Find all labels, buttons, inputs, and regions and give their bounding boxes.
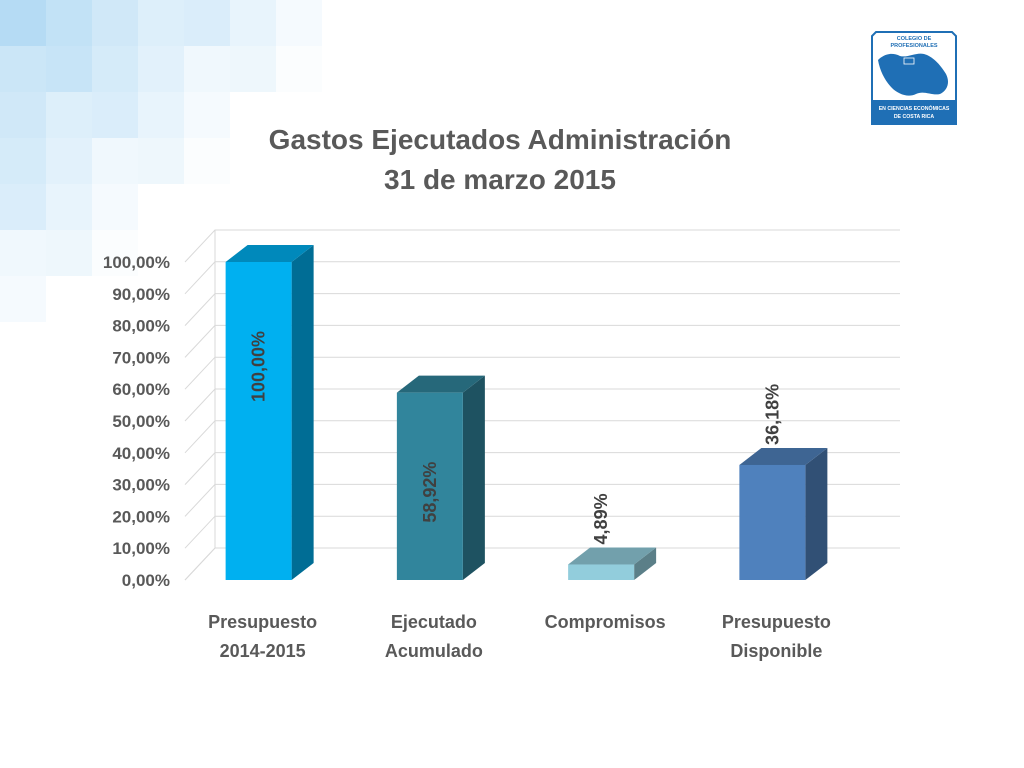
decorative-tile <box>46 46 92 92</box>
decorative-tile <box>46 184 92 230</box>
x-category-label: Presupuesto <box>722 612 831 632</box>
gridlines <box>184 229 900 581</box>
bar-side <box>634 547 657 580</box>
data-label: 36,18% <box>762 384 782 445</box>
chart-title: Gastos Ejecutados Administración <box>268 124 732 155</box>
decorative-tile <box>46 92 92 138</box>
bar-front <box>739 464 806 580</box>
bar-side <box>462 375 485 580</box>
decorative-tile <box>0 276 46 322</box>
decorative-tile <box>138 92 184 138</box>
y-tick-label: 60,00% <box>112 380 170 399</box>
y-tick-label: 20,00% <box>112 507 170 526</box>
decorative-tile <box>138 0 184 46</box>
decorative-tile <box>230 0 276 46</box>
bars: 100,00% 58,92% 4,89% 36,18% <box>225 245 828 580</box>
y-tick-label: 0,00% <box>122 571 170 590</box>
gridline <box>184 420 900 454</box>
bar-top <box>396 375 485 393</box>
decorative-tile <box>138 46 184 92</box>
gridline <box>184 324 900 358</box>
x-category-label: Disponible <box>730 641 822 661</box>
decorative-tile <box>92 184 138 230</box>
data-label: 58,92% <box>420 462 440 523</box>
logo-line2: PROFESIONALES <box>890 43 937 49</box>
gridline <box>184 388 900 422</box>
bar-front <box>568 564 635 580</box>
decorative-tile <box>230 46 276 92</box>
bar-front <box>225 262 292 580</box>
bar-side <box>291 245 314 580</box>
y-tick-label: 100,00% <box>103 253 170 272</box>
decorative-tile-pattern <box>0 0 330 330</box>
decorative-tile <box>46 0 92 46</box>
decorative-tile <box>0 230 46 276</box>
gridline <box>184 515 900 549</box>
bar-4: 36,18% <box>739 384 828 580</box>
y-tick-label: 70,00% <box>112 348 170 367</box>
x-category-label: Acumulado <box>385 641 483 661</box>
gridline <box>184 229 900 263</box>
decorative-tile <box>46 138 92 184</box>
decorative-tile <box>46 230 92 276</box>
y-tick-label: 80,00% <box>112 317 170 336</box>
y-tick-label: 50,00% <box>112 412 170 431</box>
decorative-tile <box>0 138 46 184</box>
x-category-label: Compromisos <box>545 612 666 632</box>
gridline <box>184 547 900 581</box>
y-tick-label: 10,00% <box>112 539 170 558</box>
gridline <box>184 483 900 517</box>
gridline <box>184 293 900 326</box>
x-category-label: 2014-2015 <box>220 641 306 661</box>
bar-top <box>225 245 314 262</box>
chart-subtitle: 31 de marzo 2015 <box>384 164 616 195</box>
decorative-tile <box>184 46 230 92</box>
decorative-tile <box>92 46 138 92</box>
decorative-tile <box>0 0 46 46</box>
bar-top <box>739 447 828 465</box>
decorative-tile <box>92 0 138 46</box>
logo-line3: EN CIENCIAS ECONÓMICAS <box>879 104 950 112</box>
decorative-tile <box>0 184 46 230</box>
decorative-tile <box>138 138 184 184</box>
costa-rica-map-icon <box>878 53 948 96</box>
decorative-tile <box>92 92 138 138</box>
gridline <box>184 356 900 390</box>
decorative-tile <box>0 92 46 138</box>
gridline <box>184 452 900 485</box>
y-tick-label: 90,00% <box>112 285 170 304</box>
x-axis-categories: Presupuesto 2014-2015 Ejecutado Acumulado Co… <box>208 612 831 661</box>
bar-front <box>396 392 463 580</box>
bar-3: 4,89% <box>568 493 657 580</box>
logo-line1: COLEGIO DE <box>897 36 932 42</box>
decorative-tile <box>92 138 138 184</box>
logo-line4: DE COSTA RICA <box>894 114 935 120</box>
chart-title-block: Gastos Ejecutados Administración 31 de m… <box>150 120 850 200</box>
y-axis-ticks: 0,00% 10,00% 20,00% 30,00% 40,00% 50,00% 60,00… <box>103 253 170 590</box>
bar-1: 100,00% <box>225 245 314 580</box>
bar-side <box>805 447 828 580</box>
x-category-label: Presupuesto <box>208 612 317 632</box>
bar-2: 58,92% <box>396 375 485 580</box>
data-label: 100,00% <box>249 331 269 402</box>
x-category-label: Ejecutado <box>391 612 477 632</box>
y-tick-label: 30,00% <box>112 476 170 495</box>
y-tick-label: 40,00% <box>112 444 170 463</box>
data-label: 4,89% <box>591 493 611 544</box>
gridline <box>184 261 900 295</box>
colegio-logo: COLEGIO DE PROFESIONALES EN CIENCIAS ECO… <box>871 31 957 125</box>
decorative-tile <box>184 92 230 138</box>
decorative-tile <box>184 0 230 46</box>
decorative-tile <box>276 0 322 46</box>
bar-top <box>568 547 657 565</box>
decorative-tile <box>0 46 46 92</box>
